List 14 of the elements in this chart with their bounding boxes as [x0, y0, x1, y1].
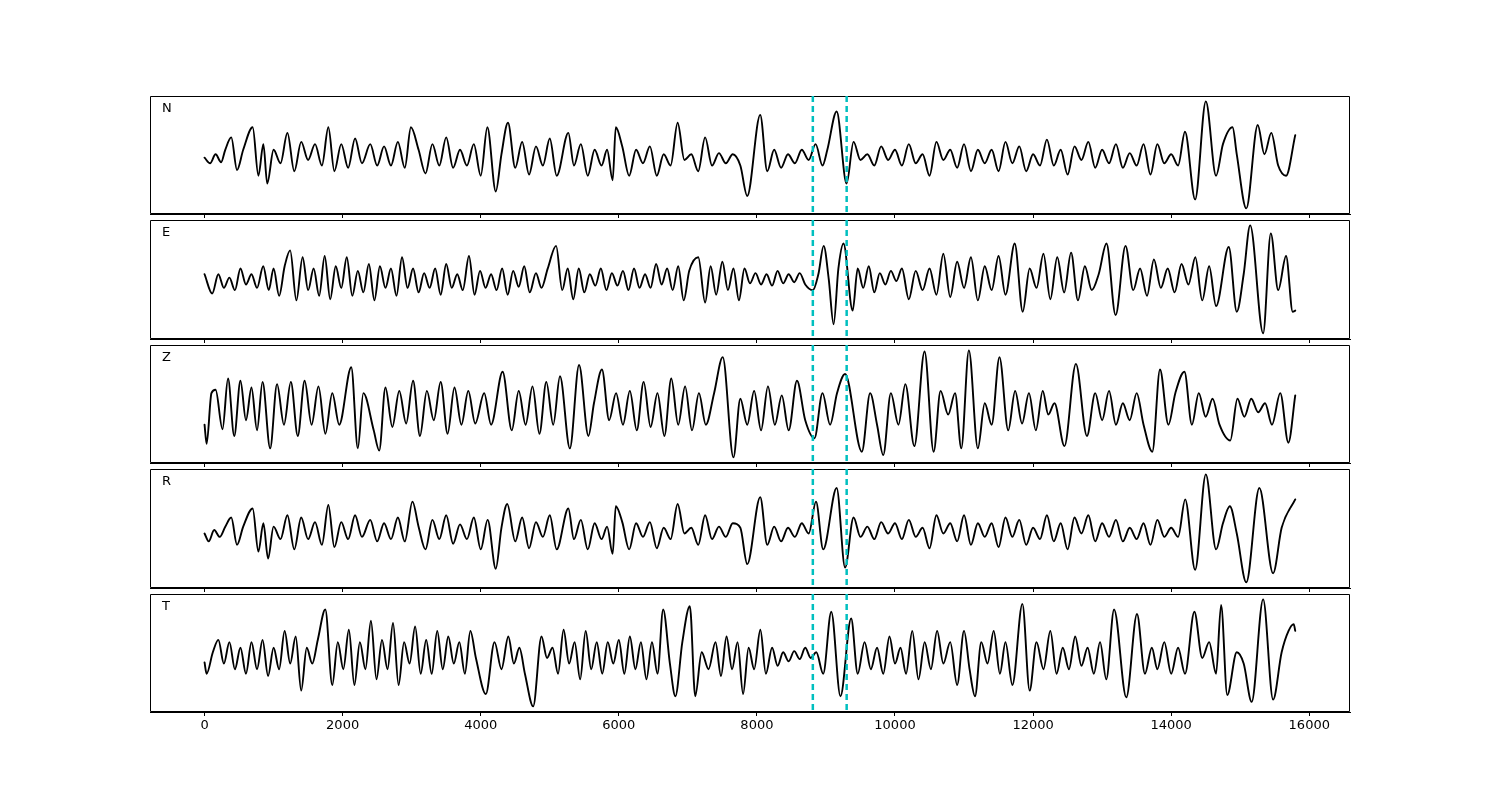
x-tick-label: 14000 [1150, 717, 1192, 733]
x-tick-label: 10000 [874, 717, 916, 733]
x-tick-label: 12000 [1012, 717, 1054, 733]
x-tick-label: 2000 [326, 717, 360, 733]
x-tick-label: 0 [200, 717, 209, 733]
x-tick-label: 16000 [1288, 717, 1330, 733]
x-tick-label: 6000 [602, 717, 636, 733]
annotation: E [162, 223, 171, 239]
annotation: N [162, 99, 172, 115]
annotation: Z [162, 348, 171, 364]
x-tick-label: 4000 [464, 717, 498, 733]
annotation: R [162, 472, 172, 488]
annotation: T [161, 597, 170, 613]
x-tick-label: 8000 [740, 717, 774, 733]
